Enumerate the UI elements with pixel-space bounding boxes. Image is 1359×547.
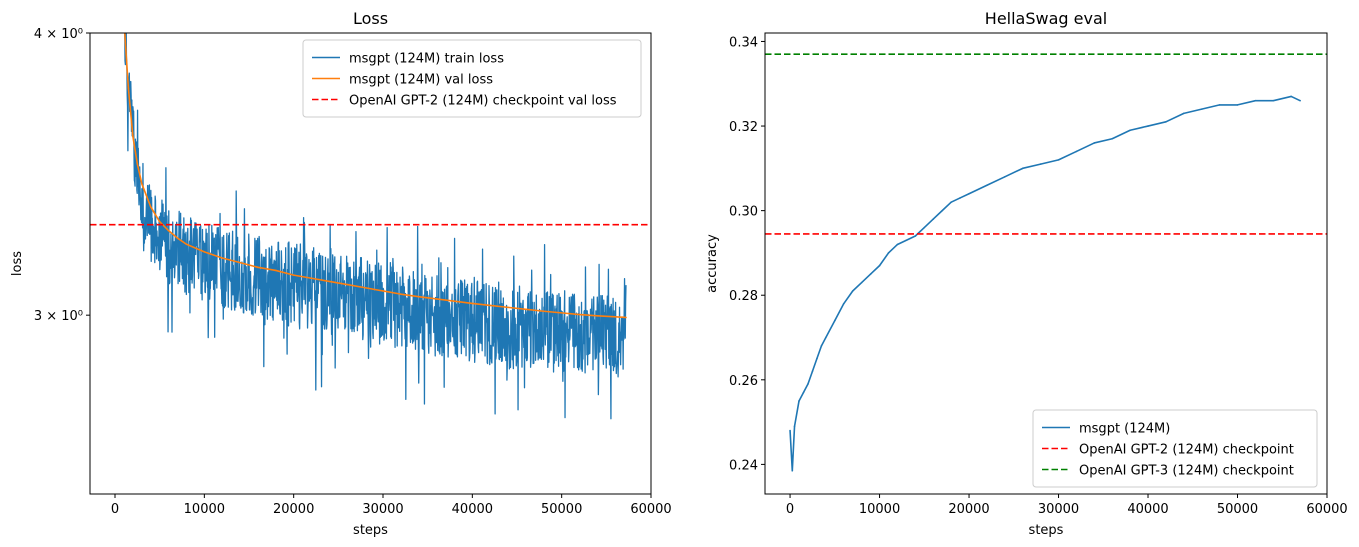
y-tick-label: 0.26 bbox=[729, 374, 758, 389]
x-tick-label: 60000 bbox=[1306, 502, 1347, 517]
x-axis-label: steps bbox=[353, 523, 388, 538]
legend-entry: OpenAI GPT-3 (124M) checkpoint bbox=[1079, 464, 1294, 479]
y-tick-label: 0.24 bbox=[729, 458, 758, 473]
x-tick-label: 40000 bbox=[452, 502, 493, 517]
chart-title: Loss bbox=[353, 9, 388, 28]
x-tick-label: 60000 bbox=[630, 502, 671, 517]
data-point bbox=[123, 20, 125, 22]
x-tick-label: 10000 bbox=[184, 502, 225, 517]
y-axis-label: accuracy bbox=[705, 234, 720, 293]
series-line bbox=[789, 95, 1301, 472]
legend-entry: OpenAI GPT-2 (124M) checkpoint val loss bbox=[349, 94, 617, 109]
y-tick-label: 0.34 bbox=[729, 35, 758, 50]
chart-title: HellaSwag eval bbox=[985, 9, 1107, 28]
x-tick-label: 10000 bbox=[859, 502, 900, 517]
y-tick-label: 0.30 bbox=[729, 205, 758, 220]
x-tick-label: 0 bbox=[786, 502, 794, 517]
x-tick-label: 20000 bbox=[273, 502, 314, 517]
legend-box bbox=[1032, 409, 1318, 488]
x-tick-label: 50000 bbox=[1217, 502, 1258, 517]
legend: msgpt (124M) train loss msgpt (124M) val … bbox=[302, 39, 642, 118]
series-line bbox=[124, 33, 627, 420]
axes-frame bbox=[764, 32, 1328, 495]
y-tick-label: 0.32 bbox=[729, 120, 758, 135]
plot-area bbox=[765, 53, 1327, 472]
y-axis-label: loss bbox=[10, 251, 25, 276]
legend-entry: OpenAI GPT-2 (124M) checkpoint bbox=[1079, 443, 1294, 458]
plot-area bbox=[90, 20, 651, 420]
x-tick-label: 30000 bbox=[362, 502, 403, 517]
x-tick-label: 0 bbox=[111, 502, 119, 517]
x-axis-label: steps bbox=[1029, 523, 1064, 538]
x-tick-label: 20000 bbox=[948, 502, 989, 517]
loss-chart: 0 10000 20000 30000 40000 50000 60000 3 × 10⁰ 4 … bbox=[10, 9, 672, 538]
y-tick-label: 0.28 bbox=[729, 289, 758, 304]
legend-entry: msgpt (124M) train loss bbox=[349, 52, 504, 67]
y-tick-label: 4 × 10⁰ bbox=[34, 27, 83, 42]
legend: msgpt (124M) OpenAI GPT-2 (124M) checkpoi… bbox=[1032, 409, 1318, 488]
legend-entry: msgpt (124M) val loss bbox=[349, 73, 493, 88]
y-tick-label: 3 × 10⁰ bbox=[34, 309, 83, 324]
legend-box bbox=[302, 39, 642, 118]
x-tick-label: 30000 bbox=[1038, 502, 1079, 517]
legend-entry: msgpt (124M) bbox=[1079, 422, 1170, 437]
hellaswag-chart: 0 10000 20000 30000 40000 50000 60000 0.24 0.26 0… bbox=[705, 9, 1348, 538]
x-tick-label: 50000 bbox=[541, 502, 582, 517]
series-line bbox=[123, 33, 627, 319]
x-tick-label: 40000 bbox=[1127, 502, 1168, 517]
axes-frame bbox=[89, 32, 652, 495]
